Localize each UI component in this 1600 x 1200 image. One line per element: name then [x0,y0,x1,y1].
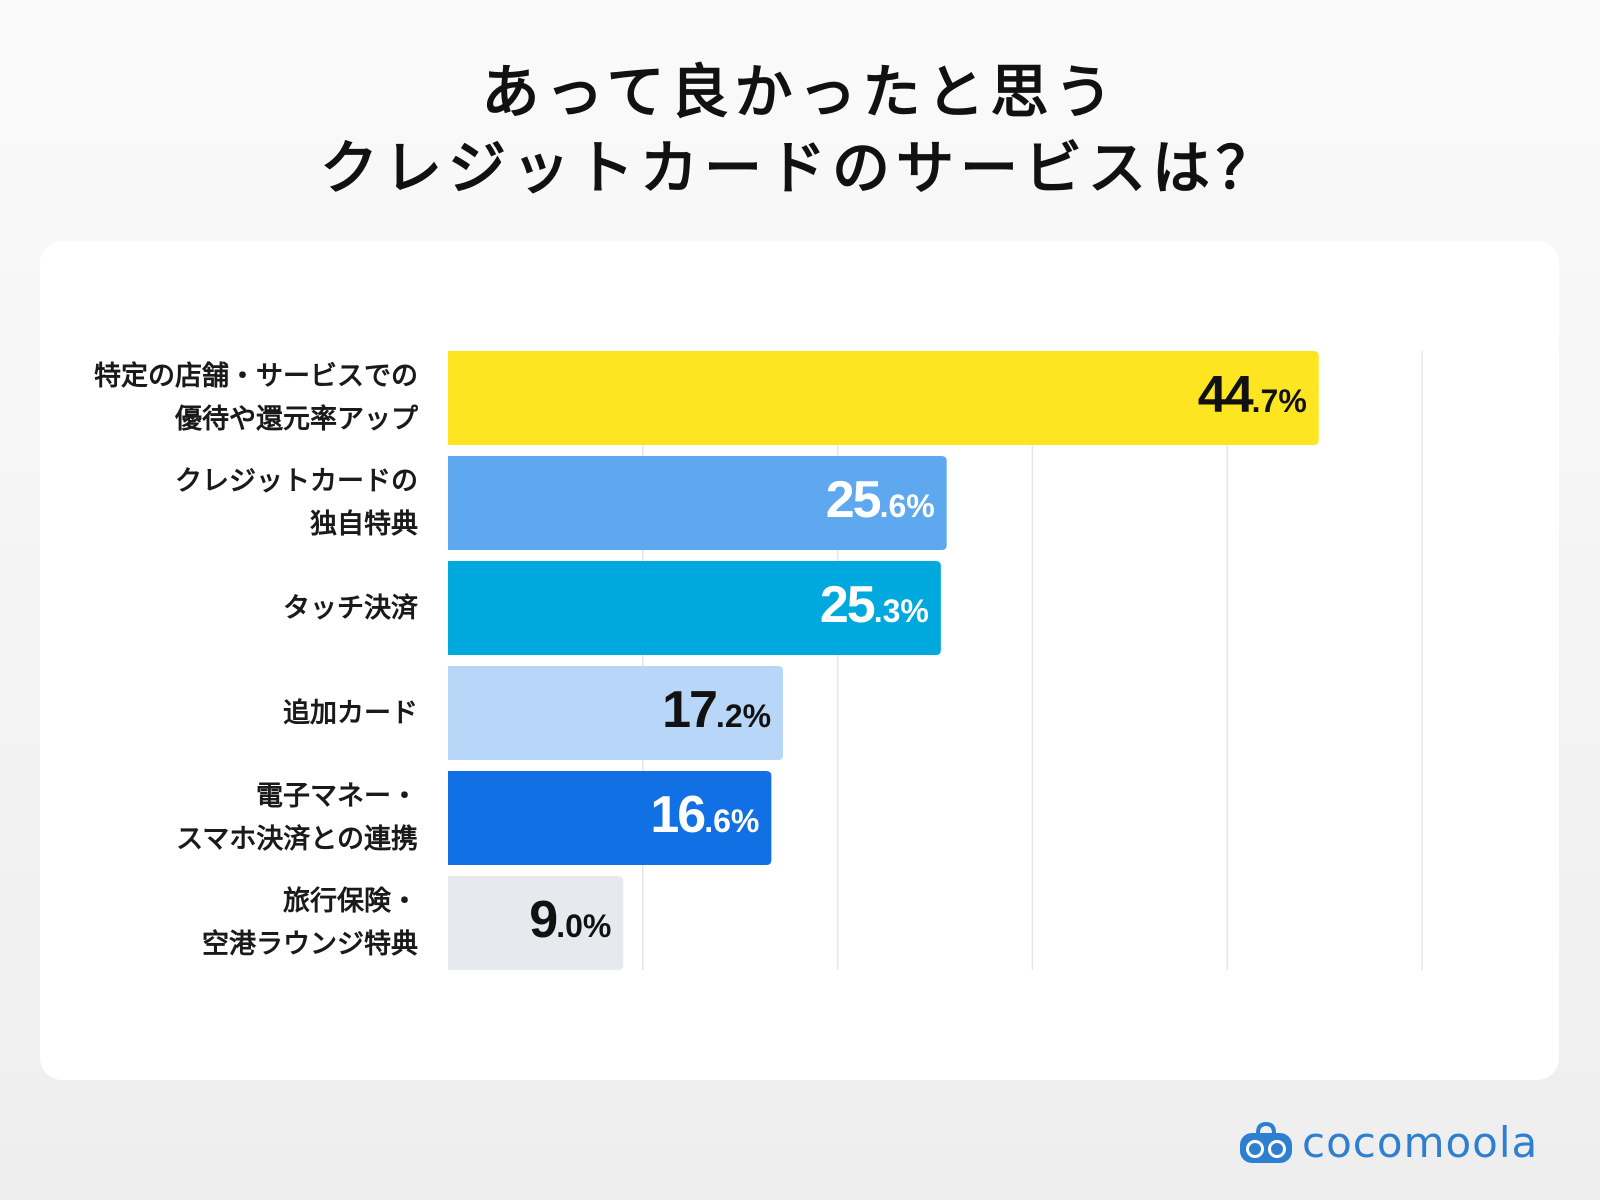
value-label: 17.2% [662,680,771,740]
bar [448,351,1319,445]
chart-title-line-1: あって良かったと思う [481,58,1119,126]
value-label: 25.6% [826,470,935,530]
category-label: タッチ決済 [283,592,418,624]
category-label: 旅行保険・ 空港ラウンジ特典 [202,886,418,960]
value-label: 16.6% [650,785,759,845]
value-integer: 25 [825,471,882,529]
chart-card [40,241,1559,1080]
value-integer: 17 [662,681,718,739]
bar [448,876,624,970]
value-decimal: .0% [556,908,612,944]
value-integer: 9 [529,891,558,949]
bar [448,771,772,865]
category-label: 追加カード [283,697,418,729]
bar [448,561,941,655]
brand-logo: cocomoola [1238,1118,1538,1167]
bar-chart [448,351,1423,970]
category-label: 特定の店舗・サービスでの 優待や還元率アップ [94,361,418,435]
value-integer: 16 [650,786,706,844]
brand-name: cocomoola [1302,1118,1539,1167]
value-decimal: .6% [879,488,935,524]
bar [448,456,947,550]
value-integer: 25 [819,576,876,634]
value-decimal: .2% [715,698,772,734]
value-label: 9.0% [529,890,611,950]
bar [448,666,784,760]
value-decimal: .6% [704,803,760,839]
category-label: クレジットカードの 独自特典 [175,466,418,540]
value-decimal: .7% [1251,383,1307,419]
logo-icon [1240,1121,1292,1163]
value-decimal: .3% [873,593,929,629]
chart-title-line-2: クレジットカードのサービスは？ [319,134,1280,202]
value-label: 25.3% [820,575,929,635]
value-integer: 44 [1197,366,1254,424]
category-label: 電子マネー・ スマホ決済との連携 [176,781,418,855]
value-label: 44.7% [1198,365,1307,425]
